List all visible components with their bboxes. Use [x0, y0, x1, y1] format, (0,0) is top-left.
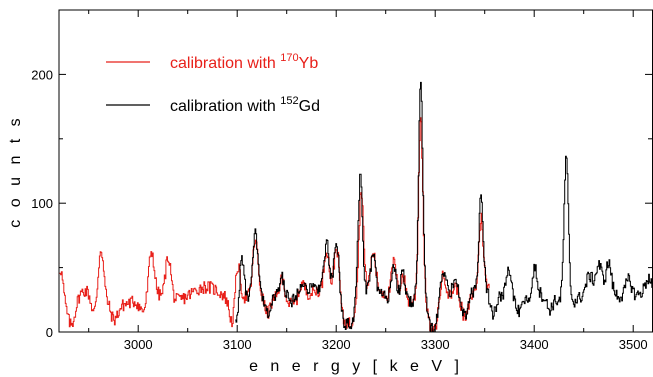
y-tick-label: 0: [46, 325, 53, 340]
legend-entry-gd-prefix: calibration with: [170, 98, 280, 115]
plot-lines: [59, 81, 653, 333]
legend-entry-gd-sup: 152: [280, 95, 298, 107]
legend: calibration with 170Yb calibration with …: [106, 52, 320, 115]
x-tick-label: 3100: [223, 337, 252, 352]
tick-labels: 3000 3100 3200 3300 3400 3500 0 100 200: [31, 67, 647, 352]
legend-entry-yb-sup: 170: [280, 52, 298, 64]
x-tick-label: 3500: [619, 337, 648, 352]
x-tick-label: 3400: [520, 337, 549, 352]
x-tick-label: 3000: [124, 337, 153, 352]
x-axis-label: e n e r g y [ k e V ]: [249, 358, 463, 375]
y-axis-label: c o u n t s: [7, 114, 24, 227]
x-tick-label: 3200: [322, 337, 351, 352]
y-tick-label: 100: [31, 196, 53, 211]
y-tick-label: 200: [31, 67, 53, 82]
legend-entry-gd-element: Gd: [299, 98, 320, 115]
legend-entry-yb-prefix: calibration with: [170, 55, 280, 72]
axis-ticks: [59, 9, 652, 333]
legend-entry-gd: calibration with 152Gd: [170, 95, 320, 115]
x-tick-label: 3300: [421, 337, 450, 352]
series-line-gd: [235, 81, 653, 333]
legend-entry-yb-element: Yb: [299, 55, 319, 72]
legend-entry-yb: calibration with 170Yb: [170, 52, 318, 72]
series-line-yb: [59, 117, 490, 333]
